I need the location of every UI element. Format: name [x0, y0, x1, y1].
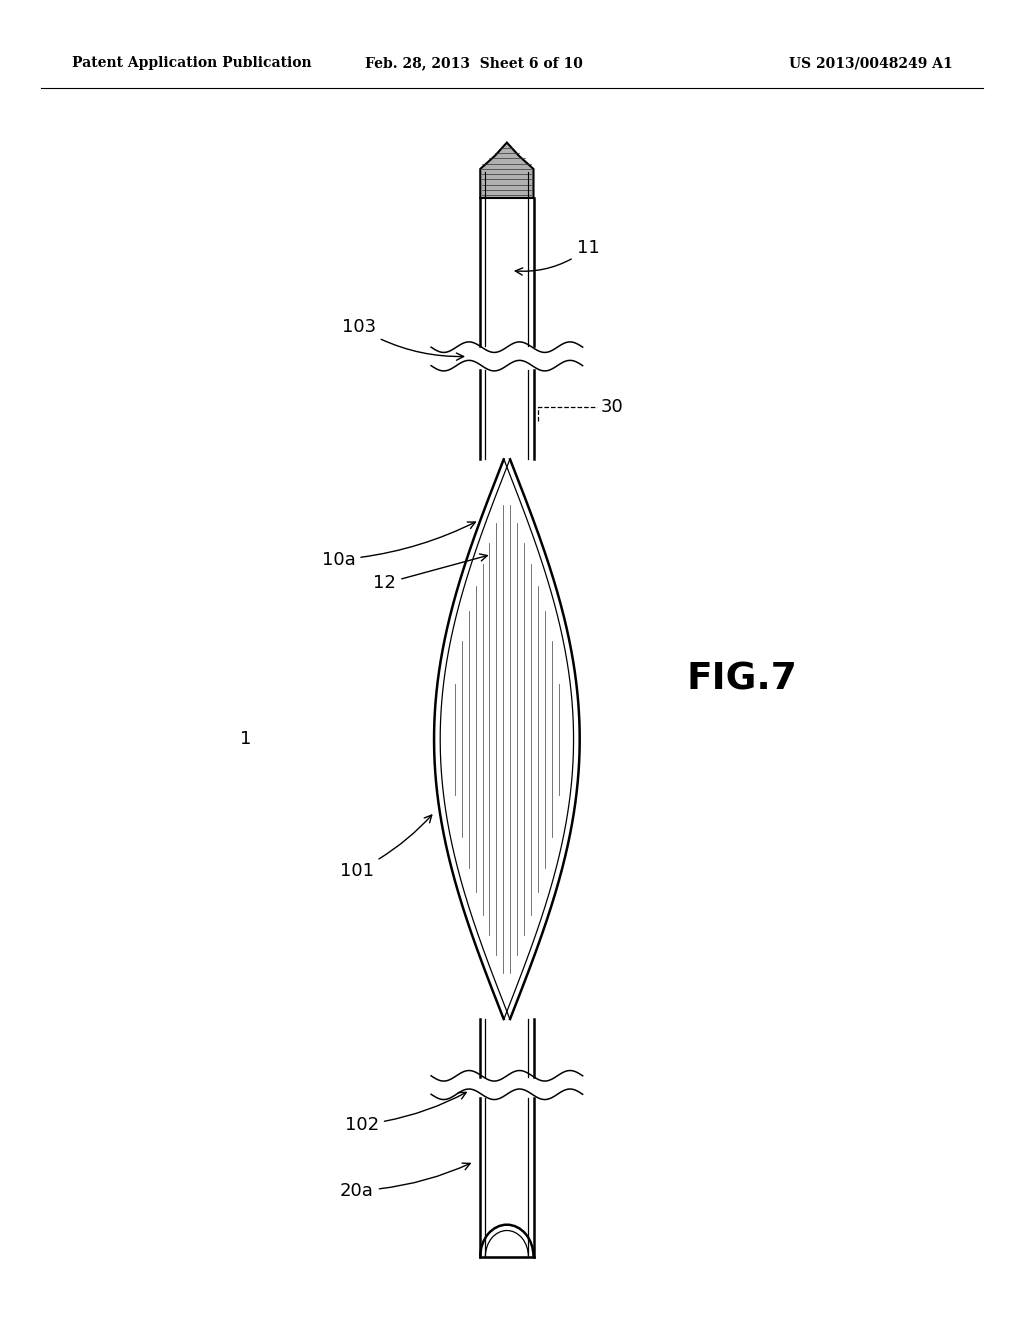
Text: Patent Application Publication: Patent Application Publication	[72, 57, 311, 70]
Text: 20a: 20a	[340, 1163, 470, 1200]
Text: 102: 102	[345, 1093, 466, 1134]
Text: US 2013/0048249 A1: US 2013/0048249 A1	[788, 57, 952, 70]
Text: Feb. 28, 2013  Sheet 6 of 10: Feb. 28, 2013 Sheet 6 of 10	[366, 57, 583, 70]
Text: 12: 12	[374, 554, 487, 593]
Text: FIG.7: FIG.7	[686, 661, 797, 698]
Text: 11: 11	[515, 239, 599, 275]
Text: 101: 101	[340, 814, 432, 880]
Text: 103: 103	[342, 318, 464, 360]
Polygon shape	[480, 143, 534, 198]
Text: 1: 1	[240, 730, 252, 748]
Text: 10a: 10a	[322, 521, 475, 569]
Text: 30: 30	[601, 397, 624, 416]
